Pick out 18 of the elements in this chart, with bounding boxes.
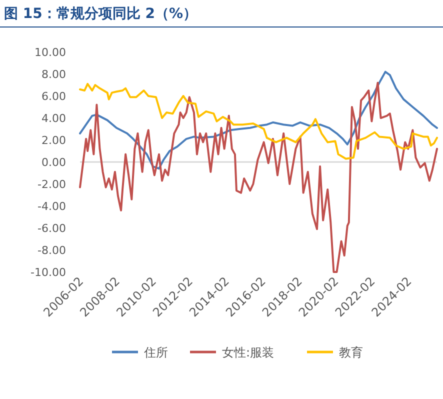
y-tick-label: 6.00 (42, 90, 66, 103)
y-tick-label: 10.00 (34, 46, 66, 59)
y-tick-label: -2.00 (38, 178, 66, 191)
chart-title: 图 15：常规分项同比 2（%） (4, 6, 197, 22)
legend-label: 女性:服装 (222, 346, 274, 360)
line-series (79, 82, 438, 160)
y-tick-label: 8.00 (42, 68, 66, 81)
y-tick-label: 0.00 (42, 156, 66, 169)
legend-label: 教育 (339, 346, 363, 360)
y-tick-label: -6.00 (38, 222, 66, 235)
line-series (79, 70, 438, 170)
y-tick-label: -4.00 (38, 200, 66, 213)
legend-label: 住所 (143, 346, 168, 360)
y-tick-label: 4.00 (42, 112, 66, 125)
y-tick-label: -8.00 (38, 244, 66, 257)
line-series (79, 82, 438, 273)
y-tick-label: -10.00 (30, 266, 66, 279)
y-tick-label: 2.00 (42, 134, 66, 147)
